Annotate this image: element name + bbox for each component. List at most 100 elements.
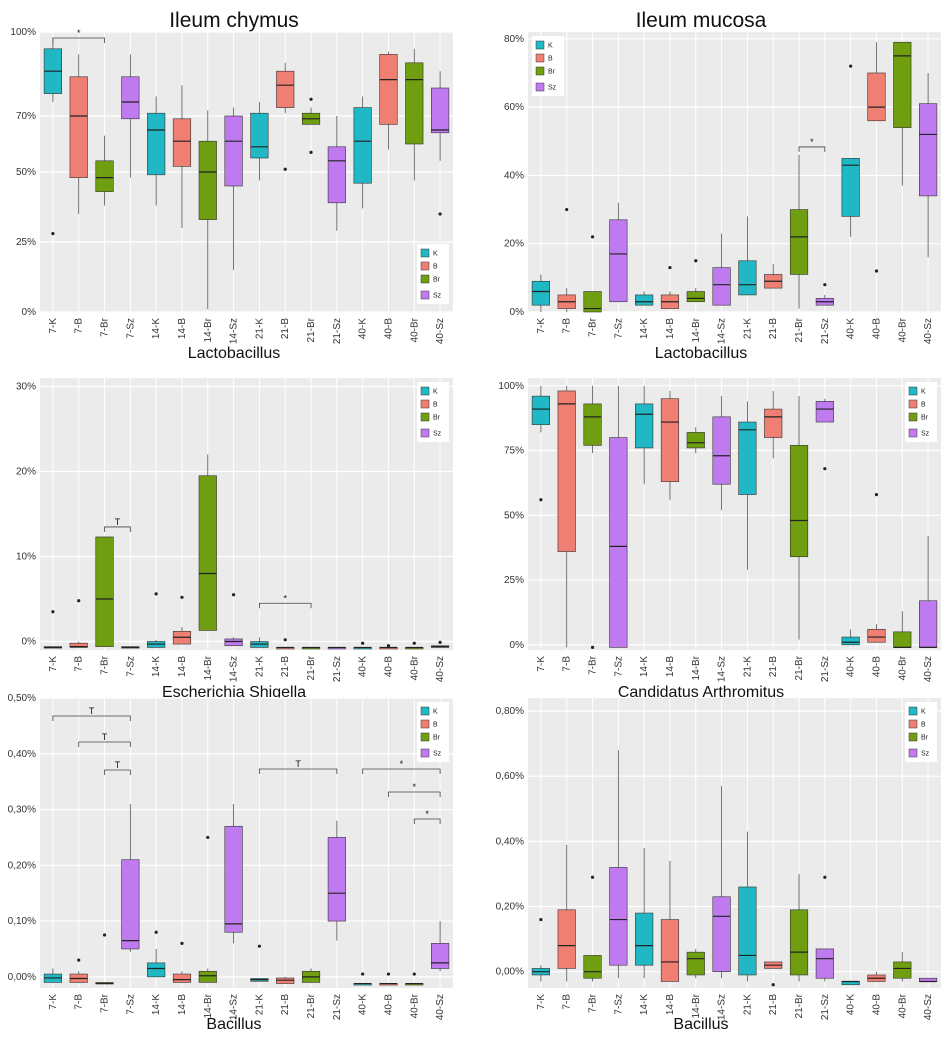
significance-bracket <box>52 715 131 721</box>
x-tick-label: 21-K <box>742 318 753 339</box>
legend-label-B: B <box>548 56 553 63</box>
outlier-point <box>309 97 313 101</box>
x-tick-label: 14-K <box>151 318 162 339</box>
x-tick-label: 14-Br <box>691 317 702 342</box>
outlier-point <box>668 266 672 270</box>
x-tick-label: 14-Sz <box>229 994 240 1020</box>
outlier-point <box>590 235 595 239</box>
legend-swatch-Br <box>420 274 430 284</box>
legend-label-Br: Br <box>433 735 441 742</box>
outlier-point <box>539 917 543 922</box>
y-tick-label: 0,40% <box>8 749 36 760</box>
chart-panel-4: 0% 25% 50% 75% 100% 7-K 7-B 7-Br 7-Sz 14-K 14-B 14-… <box>498 378 941 701</box>
y-tick-label: 0,00% <box>496 967 524 978</box>
legend-swatch-K <box>908 386 918 396</box>
outlier-point <box>438 640 442 644</box>
x-axis-title: Bacillus <box>206 1016 261 1033</box>
outlier-point <box>694 259 698 263</box>
x-tick-label: 40-Sz <box>923 656 934 682</box>
significance-bracket <box>52 37 105 43</box>
legend: KB Br Sz <box>905 382 937 442</box>
x-tick-label: 21-Sz <box>820 318 831 344</box>
box-7-Br <box>583 955 602 979</box>
x-tick-label: 7-K <box>48 994 59 1010</box>
outlier-point <box>309 150 313 154</box>
x-tick-label: 21-B <box>280 656 291 677</box>
x-tick-label: 14-Br <box>203 993 214 1018</box>
x-tick-label: 7-Br <box>588 655 599 675</box>
y-tick-label: 0,10% <box>8 916 36 927</box>
box-7-Sz <box>609 437 628 648</box>
outlier-point <box>412 641 416 645</box>
legend-label-Sz: Sz <box>548 85 557 92</box>
x-tick-label: 14-K <box>639 994 650 1015</box>
y-tick-label: 0,00% <box>8 972 36 983</box>
x-tick-label: 7-Sz <box>613 318 624 339</box>
y-tick-label: 0% <box>22 307 37 318</box>
x-tick-label: 14-B <box>177 656 188 677</box>
legend-swatch-B <box>908 719 918 729</box>
legend: KB Br Sz <box>417 702 449 762</box>
x-tick-label: 7-K <box>536 656 547 672</box>
outlier-point <box>412 972 416 976</box>
x-tick-label: 40-Br <box>409 993 420 1018</box>
x-tick-label: 21-Sz <box>332 656 343 682</box>
x-tick-label: 14-B <box>665 656 676 677</box>
x-tick-label: 40-Br <box>897 317 908 342</box>
outlier-point <box>874 492 879 497</box>
chart-panel-2: 0% 20% 40% 60% 80% 7-K 7-B 7-Br 7-Sz 14-K 14-B 14-B… <box>504 32 941 362</box>
box-7-K <box>531 280 550 306</box>
box-7-Br <box>583 403 602 446</box>
x-tick-label: 7-K <box>536 994 547 1010</box>
y-tick-label: 0,50% <box>8 693 36 704</box>
box-7-Br <box>583 291 602 313</box>
significance-label: T <box>295 759 301 769</box>
x-tick-label: 7-B <box>74 318 85 334</box>
box-21-K <box>738 886 757 976</box>
x-tick-label: 40-B <box>871 656 882 677</box>
x-tick-label: 21-Br <box>794 993 805 1018</box>
x-axis-title: Lactobacillus <box>655 345 748 362</box>
x-tick-label: 7-B <box>562 318 573 334</box>
x-tick-label: 40-K <box>846 656 857 677</box>
box-21-K <box>738 260 757 296</box>
x-tick-label: 40-K <box>358 318 369 339</box>
legend-label-B: B <box>433 402 438 409</box>
box-40-Br <box>893 41 912 128</box>
x-tick-label: 7-B <box>562 994 573 1010</box>
box-14-Sz <box>712 267 731 306</box>
outlier-point <box>231 593 236 597</box>
x-tick-label: 7-K <box>48 318 59 334</box>
x-tick-label: 21-Sz <box>820 994 831 1020</box>
box-14-B <box>660 919 680 982</box>
x-tick-label: 21-B <box>280 318 291 339</box>
significance-bracket <box>362 768 441 774</box>
x-tick-label: 14-Sz <box>717 994 728 1020</box>
y-tick-label: 50% <box>504 510 524 521</box>
x-tick-label: 14-Sz <box>229 318 240 344</box>
significance-label: * <box>425 809 429 819</box>
box-7-B <box>557 390 576 552</box>
outlier-point <box>438 212 442 216</box>
box-14-Br <box>686 291 705 303</box>
y-tick-label: 25% <box>16 237 36 248</box>
box-14-K <box>635 294 654 306</box>
outlier-point <box>386 644 391 648</box>
x-tick-label: 40-Br <box>897 993 908 1018</box>
box-7-Sz <box>609 867 628 966</box>
x-tick-label: 40-Br <box>897 655 908 680</box>
y-tick-label: 0,80% <box>496 706 524 717</box>
x-tick-label: 14-Br <box>691 655 702 680</box>
x-tick-label: 40-K <box>358 994 369 1015</box>
outlier-point <box>206 835 210 840</box>
x-tick-label: 7-K <box>536 318 547 334</box>
legend: KB Br Sz <box>532 36 564 96</box>
outlier-point <box>283 638 287 642</box>
x-tick-label: 14-Br <box>203 317 214 342</box>
outlier-point <box>102 933 107 937</box>
legend-swatch-K <box>420 386 430 396</box>
significance-label: T <box>115 517 121 527</box>
x-tick-label: 40-Sz <box>435 994 446 1020</box>
x-tick-label: 40-B <box>383 318 394 339</box>
box-40-Sz <box>919 600 938 648</box>
